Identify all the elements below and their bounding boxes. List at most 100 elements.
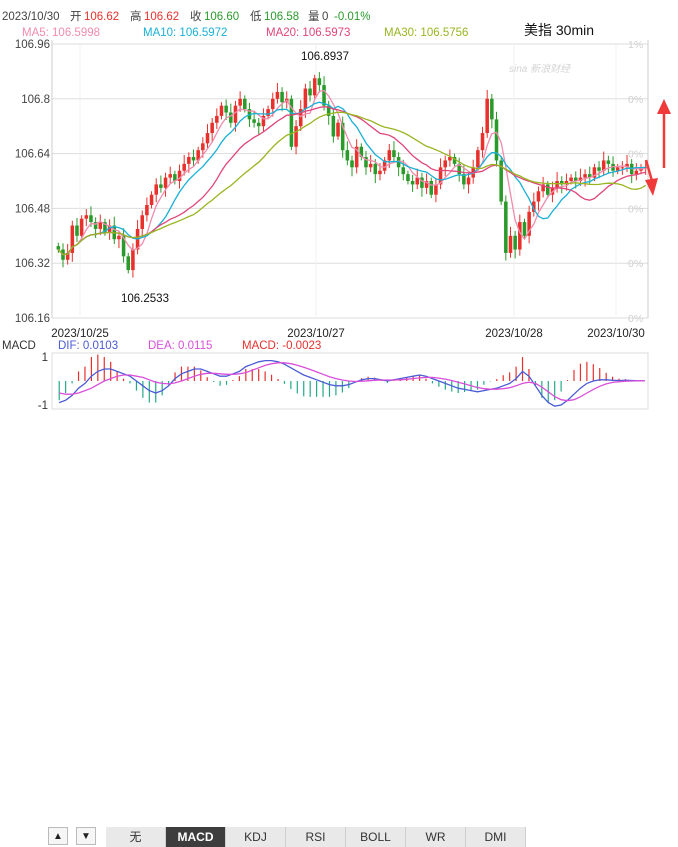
candle-body [364,157,368,168]
candle-body [462,174,466,185]
candle-body [452,157,457,164]
candle-body [634,170,639,175]
chart-title: 美指 30min [524,22,594,38]
macd-tick-label: 1 [42,352,48,364]
macd-tick-label: -1 [38,400,48,412]
candle-body [620,167,625,169]
candle-body [438,167,443,185]
grid-lines [51,40,649,319]
candle-body [177,170,182,181]
tab-none[interactable]: 无 [106,827,166,847]
scroll-down-button[interactable]: ▼ [76,827,96,845]
candle-body [75,225,79,236]
candle-body [266,109,270,116]
y-tick-label: 106.16 [15,313,50,325]
scroll-up-button[interactable]: ▲ [48,827,68,845]
moving-average-lines [57,89,647,256]
header-vol-label: 量 [308,10,320,23]
candle-body [490,98,494,120]
x-axis-ticks: 2023/10/25 2023/10/27 2023/10/28 2023/10/30 [51,328,645,340]
header-date: 2023/10/30 [2,11,60,23]
header-close-label: 收 [190,9,202,23]
candle-body [322,85,326,106]
macd-legend-dif: DIF: 0.0103 [58,340,118,352]
candle-body [592,167,597,178]
candle-body [443,160,447,168]
macd-legend-dea: DEA: 0.0115 [148,340,212,352]
header-open: 106.62 [84,11,119,23]
candle-body [79,218,84,236]
tab-dmi[interactable]: DMI [466,827,526,847]
candle-body [303,88,308,110]
header-high-label: 高 [130,9,142,23]
candle-body [368,163,373,168]
candle-body [578,177,583,181]
candle-body [373,163,378,175]
right-tick-label: 0% [628,258,643,270]
tab-boll[interactable]: BOLL [346,827,406,847]
x-tick-label: 2023/10/27 [287,328,345,340]
header-high: 106.62 [144,11,179,23]
dif-line [58,359,645,407]
candle-body [140,215,145,229]
tab-wr[interactable]: WR [406,827,466,847]
candle-body [280,91,284,103]
indicator-tab-bar: ▲ ▼ 无 MACD KDJ RSI BOLL WR DMI [0,413,678,847]
candle-body [229,112,233,123]
header-close: 106.60 [204,11,239,23]
tab-kdj[interactable]: KDJ [226,827,286,847]
candle-body [312,78,317,96]
candle-body [527,211,531,236]
candle-body [378,170,382,175]
candle-body [518,222,522,250]
x-tick-label: 2023/10/28 [485,328,543,340]
tab-macd[interactable]: MACD [166,827,226,847]
candle-body [117,235,121,240]
price-annotations: 106.8937 106.2533 [121,51,349,305]
candle-body [89,215,93,223]
header-change: -0.01% [334,11,370,23]
up-arrow-icon [657,99,671,168]
candle-body [121,235,126,257]
candle-body [424,181,429,188]
candlesticks [56,72,648,278]
candle-body [252,119,256,123]
candle-body [392,150,396,158]
ma10-legend: MA10: 106.5972 [143,27,227,39]
sina-watermark: sina 新浪财经 [509,63,571,75]
candle-body [191,157,196,161]
candle-body [103,222,107,233]
candle-body [434,184,438,195]
candle-body [294,126,298,147]
price-chart: 2023/10/30 开 106.62 高 106.62 收 106.60 低 … [2,9,671,412]
tab-rsi[interactable]: RSI [286,827,346,847]
header-vol: 0 [322,11,328,23]
candle-body [308,88,312,96]
candle-body [196,150,200,161]
candle-body [270,98,275,110]
macd-legend-name: MACD [2,340,36,352]
candle-body [480,133,485,151]
candle-body [354,146,359,168]
candle-body [275,91,280,99]
y-tick-label: 106.48 [15,203,50,215]
right-tick-label: 0% [628,203,643,215]
y-tick-label: 106.8 [21,94,50,106]
candle-body [564,181,569,185]
candle-body [182,163,186,171]
candle-body [406,174,410,181]
candle-body [56,246,61,250]
y-tick-label: 106.64 [15,149,51,161]
candle-body [606,160,611,164]
candle-body [261,115,266,127]
right-tick-label: 0% [628,94,643,106]
candle-body [420,177,424,188]
candle-body [476,150,480,168]
y-axis-ticks: 106.96 106.8 106.64 106.48 106.32 106.16 [15,39,51,325]
candle-body [238,98,242,106]
candle-body [298,109,303,127]
candle-body [587,174,592,178]
candle-body [201,143,205,151]
min-price-annotation: 106.2533 [121,293,169,305]
candle-body [345,150,350,161]
